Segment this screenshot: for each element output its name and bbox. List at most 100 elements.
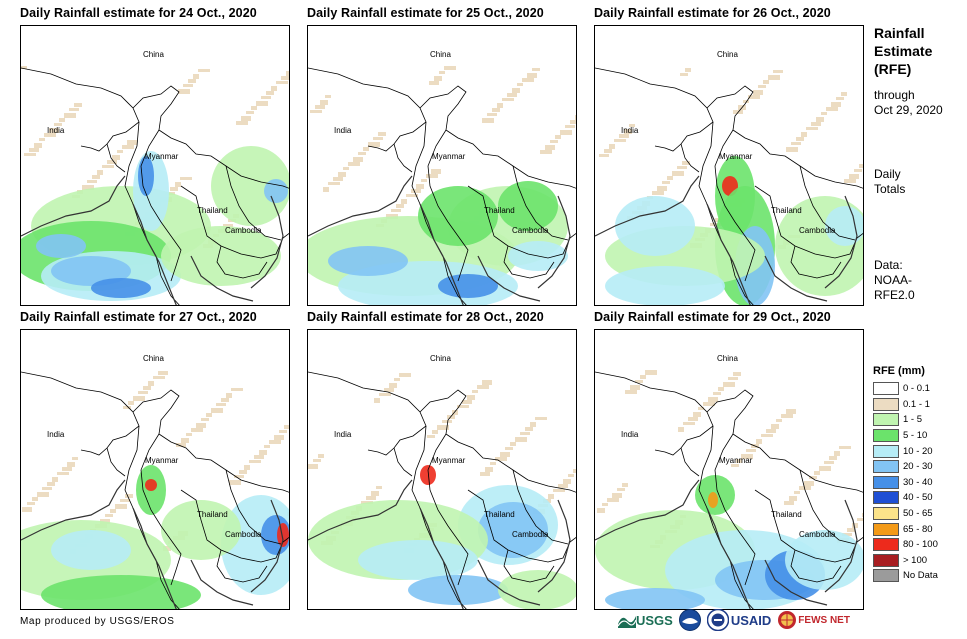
country-border: [225, 165, 282, 241]
light-rain-patch: [842, 533, 852, 536]
light-rain-patch: [254, 455, 264, 459]
light-rain-patch: [733, 372, 741, 376]
light-rain-patch: [849, 174, 859, 179]
light-rain-patch: [366, 496, 376, 500]
light-rain-patch: [839, 446, 851, 449]
rain-area: [51, 256, 131, 286]
light-rain-patch: [731, 464, 739, 467]
light-rain-patch: [517, 83, 523, 86]
light-rain-patch: [72, 457, 78, 460]
light-rain-patch: [107, 160, 117, 164]
sidebar-title-line1: Rainfall: [874, 25, 925, 41]
light-rain-patch: [123, 406, 131, 409]
light-rain-patch: [24, 153, 36, 156]
light-rain-patch: [39, 138, 45, 141]
light-rain-patch: [399, 373, 411, 377]
light-rain-patch: [259, 450, 267, 455]
legend-row: No Data: [873, 568, 938, 584]
light-rain-patch: [27, 502, 35, 505]
label-thailand: Thailand: [197, 206, 228, 215]
light-rain-patch: [723, 382, 735, 387]
sidebar-title-line3: (RFE): [874, 61, 912, 77]
light-rain-patch: [565, 125, 575, 128]
noaa-seal-icon: [678, 609, 701, 631]
sidebar-title-line2: Estimate: [874, 43, 933, 59]
country-border: [393, 447, 413, 477]
sidebar-daily-totals: Daily Totals: [874, 167, 905, 197]
map-frame: China India Myanmar Thailand Cambodia: [20, 25, 290, 306]
light-rain-patch: [411, 189, 421, 193]
legend-swatch: [873, 553, 899, 567]
light-rain-patch: [558, 484, 568, 488]
light-rain-patch: [821, 112, 827, 115]
light-rain-patch: [685, 68, 691, 72]
light-rain-patch: [809, 476, 817, 479]
light-rain-patch: [391, 209, 401, 212]
light-rain-patch: [170, 187, 178, 191]
legend-swatch: [873, 382, 899, 396]
light-rain-patch: [244, 465, 250, 470]
light-rain-patch: [824, 461, 834, 464]
legend-row: 65 - 80: [873, 521, 938, 537]
light-rain-patch: [54, 123, 62, 126]
light-rain-patch: [811, 122, 821, 126]
sidebar-through-label: through: [874, 88, 915, 102]
light-rain-patch: [384, 388, 394, 392]
light-rain-patch: [158, 371, 168, 375]
country-border: [714, 129, 756, 282]
legend-swatch: [873, 444, 899, 458]
light-rain-patch: [741, 454, 753, 459]
light-rain-patch: [510, 442, 516, 446]
rain-area: [36, 234, 86, 258]
light-rain-patch: [289, 158, 290, 163]
country-border: [754, 185, 863, 259]
country-border: [680, 447, 700, 477]
light-rain-patch: [525, 427, 533, 431]
country-border: [467, 489, 576, 563]
light-rain-patch: [281, 76, 289, 80]
label-china: China: [717, 354, 738, 363]
light-rain-patch: [718, 387, 724, 391]
map-frame: China India Myanmar Thailand Cambodia: [20, 329, 290, 610]
label-myanmar: Myanmar: [145, 152, 179, 161]
coastline: [824, 499, 858, 593]
light-rain-patch: [630, 385, 640, 390]
panel-title: Daily Rainfall estimate for 28 Oct., 202…: [307, 310, 544, 324]
map-panel-oct-27: Daily Rainfall estimate for 27 Oct., 202…: [20, 310, 290, 610]
country-border: [225, 469, 282, 545]
light-rain-patch: [376, 486, 382, 489]
light-rain-patch: [625, 390, 637, 394]
light-rain-patch: [852, 523, 858, 528]
light-rain-patch: [457, 405, 469, 408]
coastline: [132, 507, 177, 609]
light-rain-patch: [507, 93, 517, 97]
rainfall-map: [595, 67, 863, 305]
coastline: [21, 479, 126, 541]
light-rain-patch: [206, 413, 212, 417]
rainfall-map: [595, 370, 863, 609]
country-border: [512, 469, 569, 545]
rainfall-map: [21, 66, 290, 305]
coastline: [132, 203, 177, 305]
light-rain-patch: [401, 199, 407, 204]
rain-area: [420, 465, 436, 485]
country-border: [140, 129, 182, 282]
light-rain-patch: [226, 393, 232, 398]
light-rain-patch: [758, 85, 766, 88]
light-rain-patch: [773, 70, 783, 73]
country-border: [799, 469, 856, 545]
country-border: [706, 389, 863, 493]
light-rain-patch: [434, 76, 442, 81]
rain-area: [408, 575, 508, 605]
light-rain-patch: [112, 155, 120, 160]
light-rain-patch: [708, 397, 718, 402]
light-rain-patch: [117, 150, 123, 153]
label-thailand: Thailand: [771, 206, 802, 215]
light-rain-patch: [49, 128, 59, 133]
legend-swatch: [873, 429, 899, 443]
country-border: [180, 185, 289, 259]
rain-area: [41, 575, 201, 609]
light-rain-patch: [776, 419, 782, 422]
fewsnet-globe-icon: [778, 611, 797, 629]
rainfall-map: [308, 66, 576, 305]
